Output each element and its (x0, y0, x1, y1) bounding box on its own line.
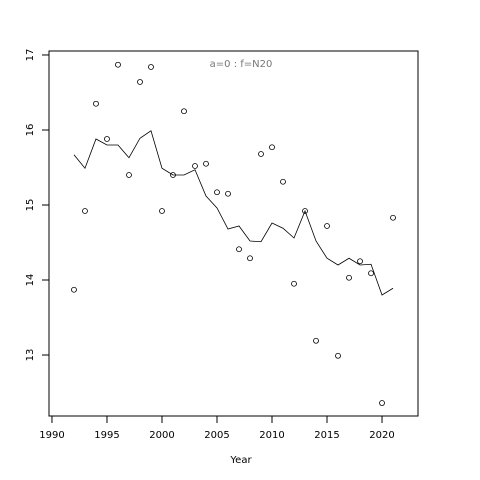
y-tick-label: 17 (25, 49, 36, 62)
point (357, 258, 363, 265)
point (71, 286, 77, 293)
point (379, 400, 385, 406)
point (280, 178, 286, 185)
x-tick-label: 2005 (204, 430, 229, 441)
point (148, 64, 154, 70)
point (159, 208, 165, 214)
point (225, 190, 231, 197)
point (269, 144, 275, 151)
point (214, 189, 220, 196)
y-tick-label: 14 (25, 274, 36, 287)
point (93, 100, 99, 107)
point (137, 79, 143, 85)
point (313, 337, 319, 344)
x-tick-label: 2000 (149, 430, 174, 441)
y-tick-label: 15 (25, 199, 36, 212)
y-tick-label: 13 (25, 349, 36, 362)
x-tick-label: 2010 (259, 430, 284, 441)
point (236, 246, 242, 253)
point (247, 255, 253, 262)
point (302, 208, 308, 214)
x-tick-label: 2015 (314, 430, 339, 441)
x-tick-label: 2020 (369, 430, 394, 441)
y-tick-label: 16 (25, 124, 36, 137)
point (203, 160, 209, 167)
x-tick-label: 1995 (94, 430, 119, 441)
point (346, 274, 352, 281)
point (181, 108, 187, 115)
point (291, 280, 297, 287)
point (335, 352, 341, 359)
point (192, 163, 198, 169)
point (258, 151, 264, 157)
x-axis-label: Year (229, 455, 252, 466)
point (115, 61, 121, 68)
x-tick-label: 1990 (39, 430, 64, 441)
annotation: a=0 : f=N20 (210, 59, 273, 70)
point (368, 270, 374, 277)
plot-frame (48, 50, 419, 417)
point (82, 208, 88, 214)
point (390, 214, 396, 221)
point (324, 223, 330, 229)
point (104, 136, 110, 142)
line (73, 130, 394, 296)
point (126, 172, 132, 178)
